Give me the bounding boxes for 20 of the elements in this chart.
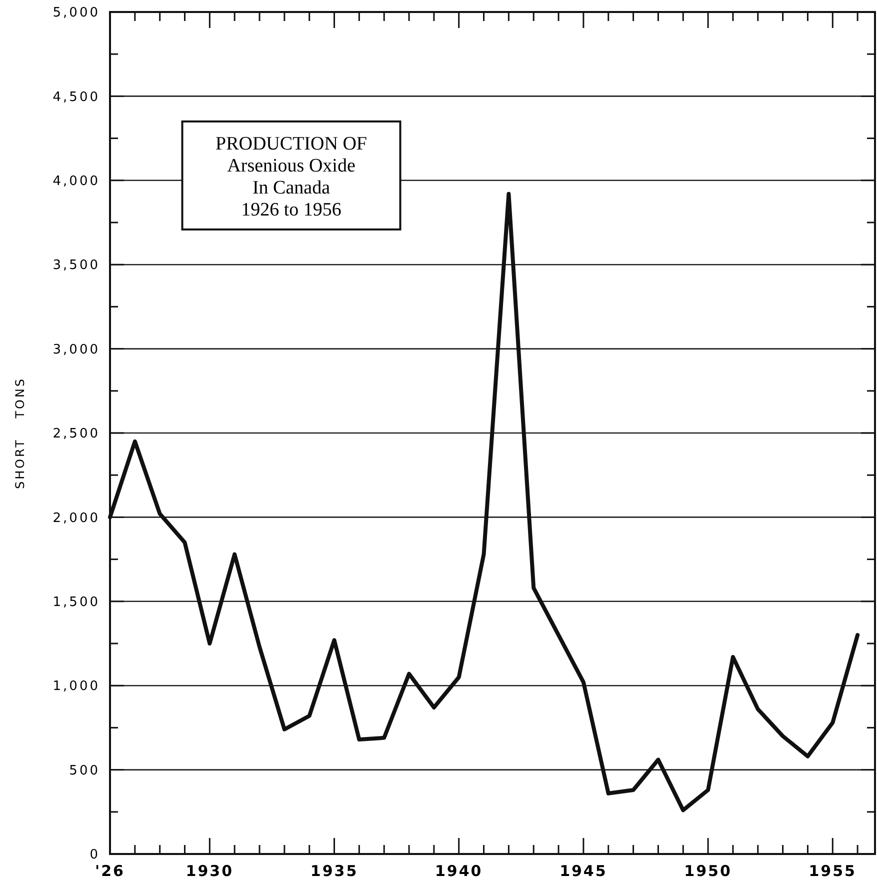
y-tick-label: 2,500 bbox=[52, 426, 100, 442]
y-tick-label: 1,000 bbox=[52, 679, 100, 694]
y-tick-label: 2,000 bbox=[52, 510, 100, 526]
x-tick-label: 1950 bbox=[684, 862, 732, 880]
y-tick-label: 0 bbox=[90, 848, 100, 863]
x-tick-label: 1955 bbox=[808, 862, 857, 880]
y-axis-title: SHORT TONS bbox=[13, 376, 27, 490]
y-tick-label: 3,500 bbox=[52, 258, 100, 274]
x-tick-label: 1935 bbox=[310, 862, 358, 880]
y-tick-label: 4,500 bbox=[52, 90, 100, 105]
y-tick-label: 5,000 bbox=[52, 6, 100, 21]
y-tick-label: 4,000 bbox=[52, 174, 100, 189]
x-tick-label: '26 bbox=[95, 862, 125, 880]
y-tick-label: 1,500 bbox=[52, 594, 100, 610]
x-tick-label: 1930 bbox=[186, 862, 234, 880]
y-tick-label: 500 bbox=[69, 763, 100, 778]
y-tick-label: 3,000 bbox=[52, 342, 100, 358]
x-tick-label: 1940 bbox=[434, 862, 483, 880]
text: PRODUCTION OF Arsenious Oxide In Canada 1926 to 1956 bbox=[216, 133, 368, 220]
x-tick-label: 1945 bbox=[560, 862, 608, 880]
